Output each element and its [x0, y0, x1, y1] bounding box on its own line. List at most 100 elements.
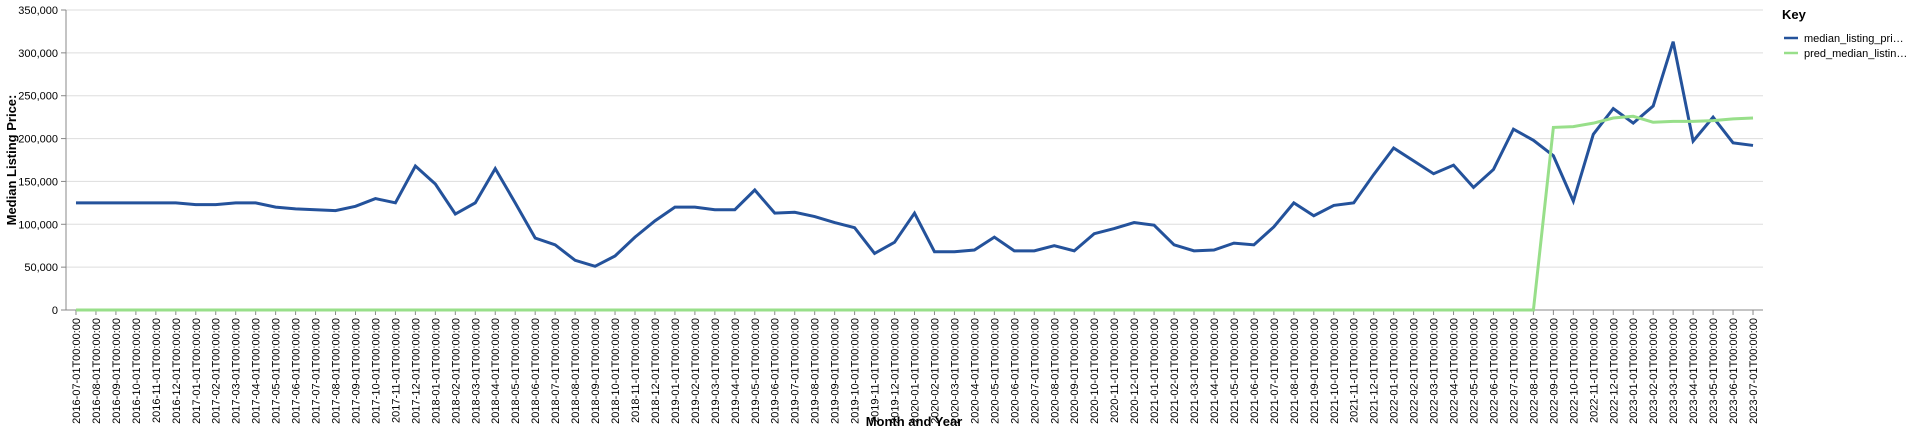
x-tick-label: 2022-11-01T00:00:00	[1588, 318, 1600, 423]
y-tick-label: 0	[52, 305, 58, 317]
y-tick-label: 100,000	[18, 219, 58, 231]
x-tick-label: 2018-02-01T00:00:00	[450, 318, 462, 424]
x-tick-label: 2016-07-01T00:00:00	[71, 318, 83, 424]
x-tick-label: 2017-07-01T00:00:00	[311, 318, 323, 424]
x-tick-label: 2022-02-01T00:00:00	[1409, 318, 1421, 424]
x-tick-label: 2020-04-01T00:00:00	[969, 318, 981, 424]
line-series	[75, 41, 1754, 268]
x-tick-label: 2020-11-01T00:00:00	[1109, 318, 1121, 423]
x-tick-label: 2016-12-01T00:00:00	[171, 318, 183, 424]
x-tick-label: 2019-06-01T00:00:00	[770, 318, 782, 424]
legend-title: Key	[1782, 7, 1807, 22]
x-tick-label: 2020-08-01T00:00:00	[1049, 318, 1061, 424]
x-tick-label: 2022-05-01T00:00:00	[1469, 318, 1481, 424]
x-tick-label: 2020-02-01T00:00:00	[929, 318, 941, 424]
x-tick-label: 2021-11-01T00:00:00	[1349, 318, 1361, 423]
x-tick-label: 2017-01-01T00:00:00	[191, 318, 203, 424]
x-tick-label: 2017-04-01T00:00:00	[251, 318, 263, 424]
x-tick-label: 2020-03-01T00:00:00	[949, 318, 961, 424]
legend-label: pred_median_listin…	[1804, 48, 1907, 60]
x-tick-label: 2022-07-01T00:00:00	[1508, 318, 1520, 424]
x-tick-label: 2018-06-01T00:00:00	[530, 318, 542, 424]
x-tick-label: 2018-03-01T00:00:00	[470, 318, 482, 424]
x-tick-label: 2019-09-01T00:00:00	[830, 318, 842, 424]
x-tick-label: 2022-03-01T00:00:00	[1429, 318, 1441, 424]
x-tick-label: 2020-09-01T00:00:00	[1069, 318, 1081, 424]
x-tick-label: 2022-12-01T00:00:00	[1608, 318, 1620, 424]
x-tick-label: 2018-09-01T00:00:00	[590, 318, 602, 424]
x-tick-label: 2017-06-01T00:00:00	[291, 318, 303, 424]
x-tick-label: 2019-11-01T00:00:00	[870, 318, 882, 423]
x-tick-label: 2023-01-01T00:00:00	[1628, 318, 1640, 424]
y-tick-label: 350,000	[18, 5, 58, 17]
x-tick-label: 2021-02-01T00:00:00	[1169, 318, 1181, 424]
x-tick-label: 2018-08-01T00:00:00	[570, 318, 582, 424]
x-tick-label: 2023-06-01T00:00:00	[1728, 318, 1740, 424]
x-tick-label: 2018-10-01T00:00:00	[610, 318, 622, 424]
x-tick-label: 2022-04-01T00:00:00	[1449, 318, 1461, 424]
x-tick-label: 2021-08-01T00:00:00	[1289, 318, 1301, 424]
x-tick-label: 2021-07-01T00:00:00	[1269, 318, 1281, 424]
x-tick-label: 2016-09-01T00:00:00	[111, 318, 123, 424]
x-tick-label: 2020-07-01T00:00:00	[1029, 318, 1041, 424]
x-tick-label: 2019-02-01T00:00:00	[690, 318, 702, 424]
x-tick-label: 2023-05-01T00:00:00	[1708, 318, 1720, 424]
y-axis-title: Median Listing Price:	[4, 95, 19, 226]
x-tick-label: 2017-05-01T00:00:00	[271, 318, 283, 424]
x-tick-label: 2020-06-01T00:00:00	[1009, 318, 1021, 424]
x-tick-label: 2023-04-01T00:00:00	[1688, 318, 1700, 424]
x-tick-label: 2019-12-01T00:00:00	[890, 318, 902, 424]
x-tick-label: 2021-05-01T00:00:00	[1229, 318, 1241, 424]
x-tick-label: 2019-03-01T00:00:00	[710, 318, 722, 424]
x-tick-label: 2018-12-01T00:00:00	[650, 318, 662, 424]
y-tick-label: 300,000	[18, 48, 58, 60]
x-tick-label: 2019-05-01T00:00:00	[750, 318, 762, 424]
x-tick-label: 2018-11-01T00:00:00	[630, 318, 642, 423]
x-tick-label: 2021-10-01T00:00:00	[1329, 318, 1341, 424]
x-tick-label: 2018-04-01T00:00:00	[490, 318, 502, 424]
x-tick-label: 2018-07-01T00:00:00	[550, 318, 562, 424]
x-tick-label: 2021-03-01T00:00:00	[1189, 318, 1201, 424]
y-tick-label: 50,000	[24, 262, 58, 274]
x-tick-label: 2017-12-01T00:00:00	[410, 318, 422, 424]
x-tick-label: 2023-07-01T00:00:00	[1748, 318, 1760, 424]
x-tick-label: 2017-02-01T00:00:00	[211, 318, 223, 424]
x-tick-label: 2018-05-01T00:00:00	[510, 318, 522, 424]
x-tick-label: 2020-10-01T00:00:00	[1089, 318, 1101, 424]
x-tick-label: 2020-01-01T00:00:00	[910, 318, 922, 424]
x-axis-title: Month and Year	[866, 414, 963, 429]
x-tick-label: 2022-10-01T00:00:00	[1568, 318, 1580, 424]
x-tick-label: 2018-01-01T00:00:00	[430, 318, 442, 424]
x-tick-label: 2017-09-01T00:00:00	[350, 318, 362, 424]
x-tick-label: 2016-10-01T00:00:00	[131, 318, 143, 424]
x-tick-label: 2023-02-01T00:00:00	[1648, 318, 1660, 424]
line-series	[75, 114, 1754, 312]
y-tick-label: 200,000	[18, 134, 58, 146]
y-tick-label: 250,000	[18, 91, 58, 103]
x-tick-label: 2017-08-01T00:00:00	[331, 318, 343, 424]
x-tick-label: 2021-12-01T00:00:00	[1369, 318, 1381, 424]
x-tick-label: 2019-04-01T00:00:00	[730, 318, 742, 424]
x-tick-label: 2019-10-01T00:00:00	[850, 318, 862, 424]
x-tick-label: 2022-06-01T00:00:00	[1488, 318, 1500, 424]
x-tick-label: 2021-04-01T00:00:00	[1209, 318, 1221, 424]
x-tick-label: 2019-07-01T00:00:00	[790, 318, 802, 424]
x-tick-label: 2021-01-01T00:00:00	[1149, 318, 1161, 424]
x-tick-label: 2022-01-01T00:00:00	[1389, 318, 1401, 424]
x-tick-label: 2017-11-01T00:00:00	[390, 318, 402, 423]
x-tick-label: 2023-03-01T00:00:00	[1668, 318, 1680, 424]
x-tick-label: 2019-01-01T00:00:00	[670, 318, 682, 424]
x-tick-label: 2021-06-01T00:00:00	[1249, 318, 1261, 424]
x-tick-label: 2016-11-01T00:00:00	[151, 318, 163, 423]
x-tick-label: 2021-09-01T00:00:00	[1309, 318, 1321, 424]
x-tick-label: 2022-08-01T00:00:00	[1528, 318, 1540, 424]
x-tick-label: 2017-10-01T00:00:00	[370, 318, 382, 424]
x-tick-label: 2017-03-01T00:00:00	[231, 318, 243, 424]
x-tick-label: 2016-08-01T00:00:00	[91, 318, 103, 424]
x-tick-label: 2020-05-01T00:00:00	[989, 318, 1001, 424]
x-tick-label: 2022-09-01T00:00:00	[1548, 318, 1560, 424]
legend-label: median_listing_pri…	[1804, 33, 1904, 45]
x-tick-label: 2020-12-01T00:00:00	[1129, 318, 1141, 424]
x-tick-label: 2019-08-01T00:00:00	[810, 318, 822, 424]
